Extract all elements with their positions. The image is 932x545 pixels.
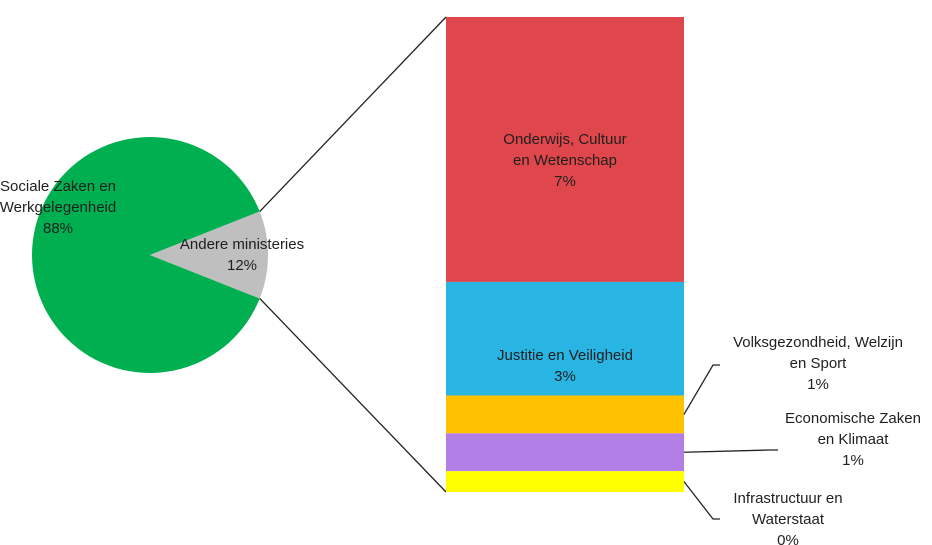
- leader-infrastructuur: [683, 481, 720, 520]
- leader-volksgezondheid: [683, 364, 720, 415]
- pie-label-andere-ministeries: Andere ministeries 12%: [180, 236, 304, 274]
- bar-label-onderwijs: Onderwijs, Cultuur en Wetenschap 7%: [503, 131, 626, 190]
- pie-chart: [32, 136, 269, 373]
- data-labels: Sociale Zaken en Werkgelegenheid 88% Andere…: [0, 131, 921, 545]
- bar-segment-2: [446, 395, 684, 434]
- bar-label-volksgezondheid: Volksgezondheid, Welzijn en Sport 1%: [733, 334, 903, 393]
- pie-slice-sociale-zaken: [32, 136, 260, 373]
- connector-bottom: [259, 297, 447, 493]
- pie-label-sociale-zaken: Sociale Zaken en Werkgelegenheid 88%: [0, 178, 116, 237]
- connector-top: [259, 16, 447, 213]
- bar-label-justitie: Justitie en Veiligheid 3%: [497, 347, 633, 385]
- connector-lines: [259, 16, 447, 493]
- bar-label-infrastructuur: Infrastructuur en Waterstaat 0%: [733, 490, 842, 545]
- stacked-bar: [446, 17, 684, 492]
- leader-economische-zaken: [683, 449, 778, 453]
- pie-slice-andere-ministeries: [150, 211, 269, 299]
- bar-segment-0: [446, 17, 684, 282]
- bar-segment-4: [446, 471, 684, 492]
- bar-segment-3: [446, 433, 684, 472]
- bar-segment-1: [446, 281, 684, 396]
- bar-label-economische-zaken: Economische Zaken en Klimaat 1%: [785, 410, 921, 469]
